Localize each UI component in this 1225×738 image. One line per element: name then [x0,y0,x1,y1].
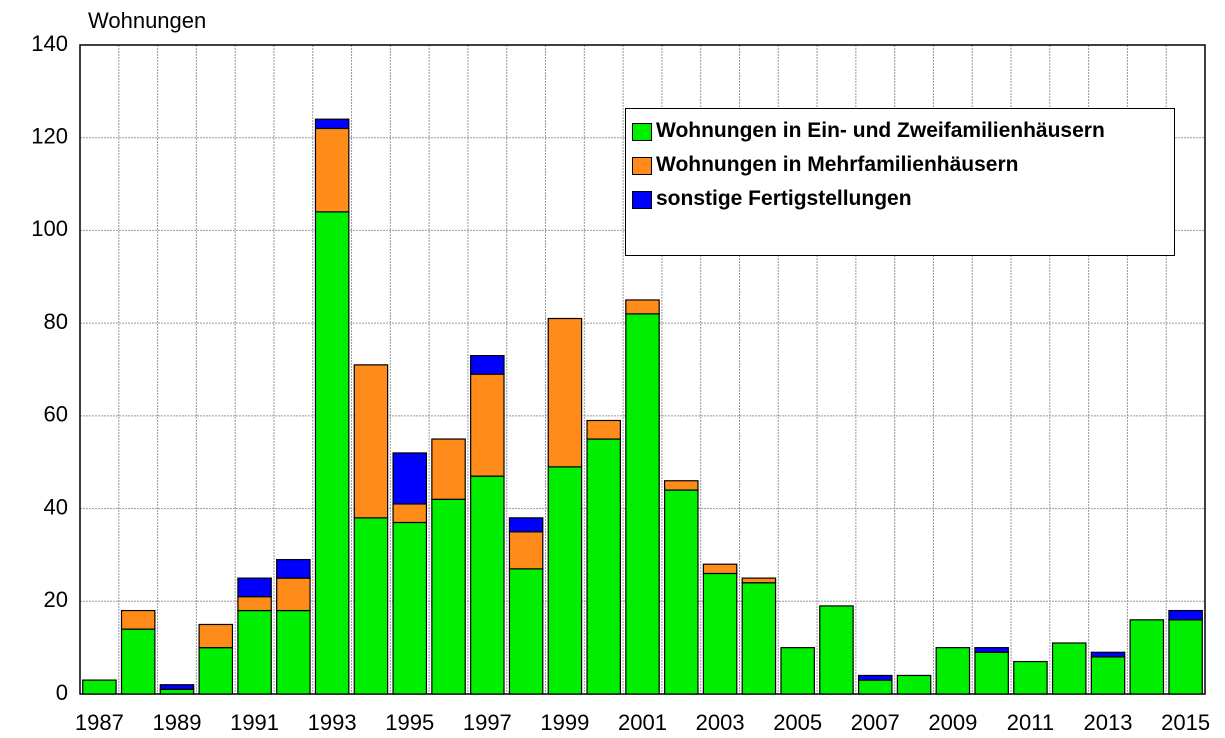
bar-segment [431,498,466,695]
bar-segment [353,364,389,519]
x-tick-label: 2009 [928,710,977,735]
bar-segment [120,609,156,630]
bar-segment [314,118,350,130]
bar-segment [586,419,621,440]
bar-segment [974,647,1009,653]
bar-segment [392,452,428,505]
legend-item: Wohnungen in Ein- und Zweifamilienhäuser… [632,117,1168,145]
bar-segment [702,572,738,695]
bar-segment [314,127,350,213]
x-tick-label: 2003 [696,710,745,735]
bar-segment [1051,642,1087,695]
bar-segment [1013,660,1048,695]
bar-segment [1090,656,1126,695]
bar-segment [159,688,195,695]
bar-segment [353,517,389,695]
bar-segment [974,651,1009,695]
y-tick-label: 40 [44,494,68,519]
y-tick-label: 80 [44,309,68,334]
y-tick-label: 140 [31,31,68,56]
x-tick-label: 1989 [153,710,202,735]
bar-segment [237,596,272,612]
bar-segment [702,563,738,575]
y-tick-label: 60 [44,402,68,427]
bar-segment [470,354,505,375]
bar-segment [625,299,660,315]
bar-segment [741,582,777,695]
legend-label: sonstige Fertigstellungen [656,187,912,210]
bar-segment [896,674,932,695]
x-tick-label: 1993 [308,710,357,735]
bar-segment [431,438,466,500]
y-axis-title: Wohnungen [88,8,206,33]
bar-segment [1090,651,1126,658]
bar-segment [664,480,699,491]
bar-segment [198,647,234,695]
x-tick-label: 1995 [385,710,434,735]
bar-segment [276,609,311,695]
bar-segment [857,679,893,695]
bar-segment [664,489,699,695]
legend-swatch [632,157,652,175]
bar-segment [1168,609,1203,621]
legend: Wohnungen in Ein- und Zweifamilienhäuser… [625,108,1175,256]
x-tick-label: 1999 [540,710,589,735]
x-tick-label: 2007 [851,710,900,735]
bar-segment [857,674,893,681]
y-tick-label: 20 [44,587,68,612]
bar-segment [276,577,311,612]
bar-segment [780,647,815,695]
bar-segment [198,623,234,649]
legend-swatch [632,191,652,209]
bar-segment [392,503,428,524]
bar-segment [120,628,156,695]
x-tick-label: 2001 [618,710,667,735]
bar-segment [508,531,544,570]
x-tick-label: 1991 [230,710,279,735]
bar-segment [237,609,272,695]
bar-segment [508,568,544,695]
bar-segment [237,577,272,598]
legend-item: sonstige Fertigstellungen [632,185,1168,213]
y-tick-label: 0 [56,680,68,705]
bar-segment [935,647,971,695]
bar-segment [314,211,350,695]
x-tick-label: 2011 [1007,710,1054,735]
bar-segment [159,684,195,690]
bar-segment [547,466,583,695]
bar-segment [741,577,777,584]
x-tick-label: 2005 [773,710,822,735]
bar-segment [1168,619,1203,695]
legend-item: Wohnungen in Mehrfamilienhäusern [632,151,1168,179]
legend-label: Wohnungen in Ein- und Zweifamilienhäuser… [656,119,1105,142]
bar-segment [392,521,428,695]
x-tick-label: 1987 [75,710,124,735]
legend-swatch [632,123,652,141]
y-tick-label: 100 [31,216,68,241]
y-tick-label: 120 [31,124,68,149]
x-tick-label: 2015 [1161,710,1210,735]
x-tick-label: 2013 [1084,710,1133,735]
bar-segment [276,558,311,579]
legend-label: Wohnungen in Mehrfamilienhäusern [656,153,1019,176]
bar-segment [508,517,544,533]
bar-segment [1129,619,1165,695]
bar-segment [470,373,505,477]
bar-segment [819,605,854,695]
bar-segment [625,313,660,695]
bar-segment [586,438,621,695]
bar-segment [82,679,117,695]
bar-segment [470,475,505,695]
x-tick-label: 1997 [463,710,512,735]
bar-segment [547,317,583,468]
